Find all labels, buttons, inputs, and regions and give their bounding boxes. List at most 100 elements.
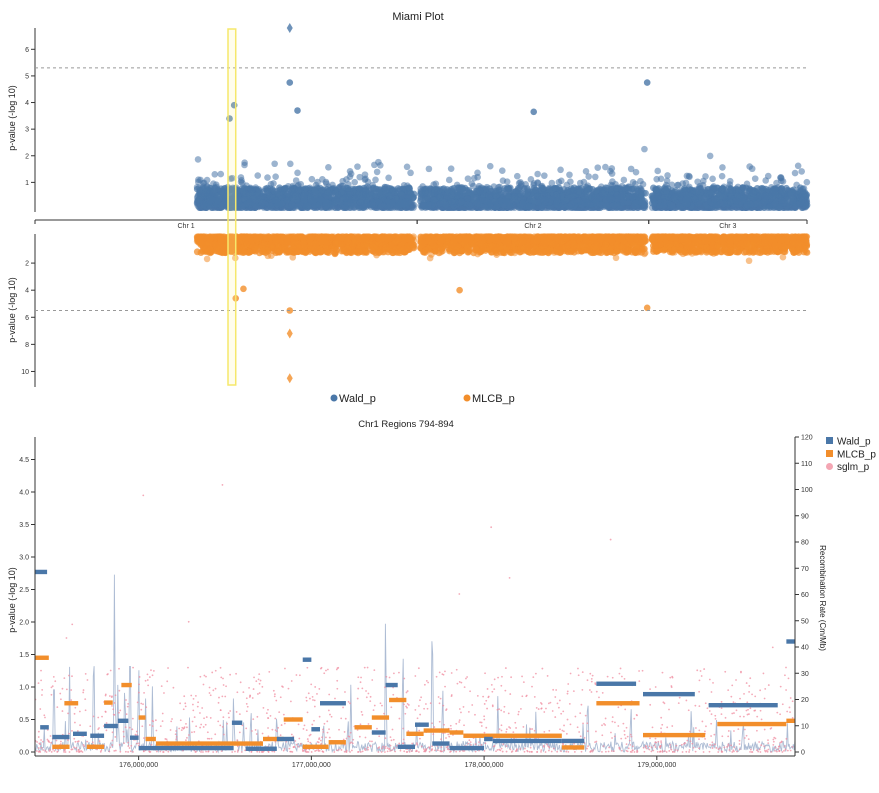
wald-point [392,195,400,203]
wald-point [272,173,279,180]
wald-point [264,174,271,181]
wald-point [676,189,683,197]
bottom-y-tick-label: 8 [25,342,29,349]
wald-point [193,185,201,193]
wald-point [627,165,635,173]
wald-point [351,178,358,186]
miami-plot-title: Miami Plot [392,11,443,23]
wald-point [258,199,266,207]
wald-point [214,197,222,205]
wald-point [618,192,626,200]
chromosome-label: Chr 3 [719,223,736,230]
wald-point [796,187,804,195]
wald-point [420,202,428,209]
wald-point [763,192,771,200]
wald-point [448,198,456,206]
wald-point [794,162,802,170]
wald-point [454,192,462,200]
wald-point [653,175,660,183]
wald-point [238,176,245,184]
wald-point [700,177,707,185]
wald-point [308,175,316,183]
wald-point [674,181,681,189]
wald-point [591,173,599,181]
wald-point [385,174,392,182]
wald-point [334,191,342,199]
wald-point [211,171,219,178]
wald-point [292,192,299,200]
wald-point [417,189,425,197]
wald-point [592,198,600,206]
wald-point [294,202,302,210]
wald-point [778,188,786,196]
wald-point [479,196,486,204]
wald-point [347,170,355,178]
wald-point [606,194,614,202]
wald-point [602,201,610,209]
wald-point [773,179,780,187]
wald-point [706,152,714,160]
wald-point [354,163,361,170]
wald-point [663,190,671,197]
wald-point [592,187,600,195]
wald-point [732,197,740,205]
wald-point [445,176,453,184]
wald-point [517,178,524,186]
bottom-y-tick-label: 10 [21,369,29,376]
wald-point [683,200,691,208]
wald-point [254,172,262,179]
wald-point [653,189,660,196]
wald-point [740,184,747,192]
wald-point [194,178,202,186]
wald-point [405,184,413,192]
wald-point [206,197,214,205]
miami-bottom-y-axis-label: p-value (-log 10) [7,277,17,343]
wald-p-points [193,23,811,211]
wald-point [202,188,210,196]
wald-point [468,180,476,187]
wald-point [372,176,379,184]
wald-point [552,184,560,192]
wald-point [532,186,540,194]
wald-point [771,190,779,198]
wald-point [403,163,411,171]
wald-point [641,145,648,153]
wald-point [368,201,376,208]
wald-point [436,200,444,208]
wald-point [683,172,691,180]
wald-point [464,175,472,182]
wald-point [314,178,321,186]
wald-point [762,177,770,184]
wald-point [633,186,641,193]
top-y-tick-label: 4 [25,100,29,107]
wald-point [747,200,755,208]
wald-point [666,201,674,209]
wald-point [718,172,726,180]
wald-point [548,179,556,187]
top-y-tick-label: 6 [25,47,29,54]
wald-point [274,199,282,207]
wald-point [400,200,408,208]
wald-point [585,173,592,180]
wald-point [602,163,609,171]
wald-point [720,200,728,208]
wald-point [503,185,511,193]
wald-point [711,196,719,203]
wald-point [391,188,399,196]
wald-point [717,187,725,194]
miami-chromosome-axis: Chr 1 Chr 2 Chr 3 [34,219,808,230]
wald-point [526,196,534,203]
wald-point [654,167,662,175]
wald-point [581,195,589,203]
wald-point [194,156,202,163]
wald-point [525,202,533,210]
wald-point [369,185,377,192]
wald-point [726,189,734,197]
wald-point [566,171,573,179]
wald-point [358,195,366,203]
wald-point [425,188,432,196]
mlcb-p-points [193,233,811,384]
wald-peak-point [530,108,538,116]
wald-point [241,161,248,169]
